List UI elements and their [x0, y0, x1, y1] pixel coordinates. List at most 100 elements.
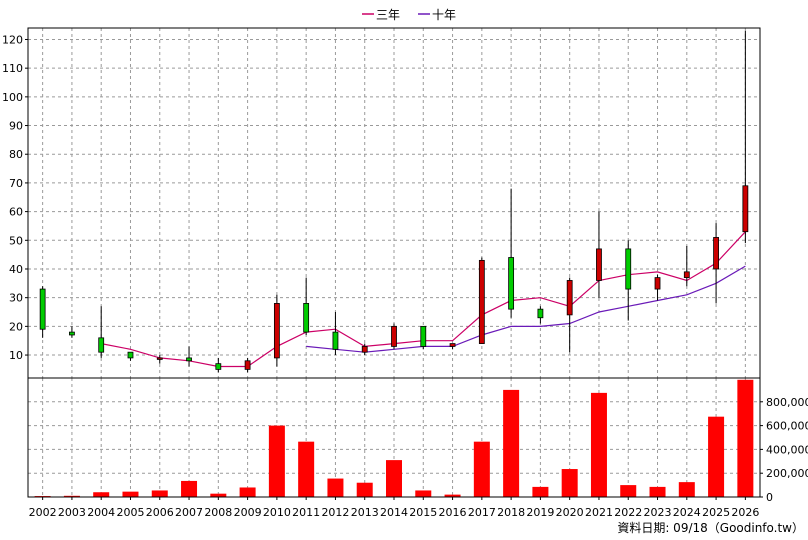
candle-2022	[625, 240, 632, 321]
volume-bar-2017	[473, 441, 490, 497]
year-label-2009: 2009	[234, 506, 262, 519]
volume-bar-2024	[678, 482, 695, 497]
year-label-2017: 2017	[468, 506, 496, 519]
year-label-2013: 2013	[351, 506, 379, 519]
candle-body-2016	[449, 343, 456, 347]
candle-body-2014	[391, 325, 397, 347]
year-label-2012: 2012	[321, 506, 349, 519]
year-label-2006: 2006	[146, 506, 174, 519]
candle-2014	[391, 323, 397, 350]
year-label-2011: 2011	[292, 506, 320, 519]
year-label-2022: 2022	[614, 506, 642, 519]
year-label-2023: 2023	[644, 506, 672, 519]
candle-2019	[537, 306, 544, 324]
year-label-2018: 2018	[497, 506, 525, 519]
price-tick-label-5: 60	[9, 206, 23, 219]
candle-body-2024	[683, 271, 690, 278]
volume-bar-2010	[268, 425, 285, 497]
year-label-2016: 2016	[439, 506, 467, 519]
price-tick-label-6: 70	[9, 177, 23, 190]
price-tick-label-8: 90	[9, 120, 23, 133]
year-label-2003: 2003	[58, 506, 86, 519]
candle-body-2004	[98, 337, 105, 353]
year-label-2015: 2015	[409, 506, 437, 519]
footer-source: 資料日期: 09/18（Goodinfo.tw）	[617, 521, 804, 535]
volume-bar-2021	[590, 392, 607, 497]
candle-2024	[683, 246, 690, 287]
candlesticks	[39, 30, 749, 373]
candle-2023	[654, 274, 661, 301]
candle-2002	[39, 286, 46, 338]
volume-axis-ticks: 0 200,000 400,000 600,000 800,000	[760, 396, 808, 504]
volume-bar-2022	[620, 485, 637, 497]
candle-body-2003	[69, 331, 75, 336]
volume-bar-2011	[298, 441, 315, 497]
candle-body-2022	[625, 248, 632, 290]
candle-body-2018	[508, 257, 515, 310]
price-axis-ticks: 10 20 30 40 50 60 70 80 90 100 110 120	[2, 33, 28, 362]
year-label-2007: 2007	[175, 506, 203, 519]
year-label-2014: 2014	[380, 506, 408, 519]
candle-2010	[273, 294, 280, 367]
volume-tick-label-0: 0	[766, 491, 773, 504]
year-label-2020: 2020	[556, 506, 584, 519]
candle-body-2008	[215, 363, 222, 370]
candle-body-2026	[742, 185, 749, 233]
year-label-2026: 2026	[731, 506, 759, 519]
price-tick-label-9: 100	[2, 91, 23, 104]
volume-bar-2023	[649, 486, 666, 497]
year-label-2004: 2004	[87, 506, 115, 519]
candle-body-2002	[39, 288, 46, 330]
volume-bar-2005	[122, 491, 139, 497]
candle-body-2023	[654, 277, 661, 290]
candle-2017	[478, 257, 485, 344]
price-tick-label-2: 30	[9, 292, 23, 305]
candle-2015	[420, 325, 427, 350]
candle-body-2021	[596, 248, 602, 281]
volume-tick-label-3: 600,000	[766, 420, 808, 433]
volume-bar-2016	[444, 494, 461, 497]
candle-2007	[186, 346, 192, 367]
volume-bar-2013	[356, 482, 373, 497]
candle-2020	[566, 277, 573, 353]
candle-body-2006	[156, 357, 163, 360]
volume-bar-2019	[532, 486, 549, 497]
year-label-2024: 2024	[673, 506, 701, 519]
candle-2011	[303, 277, 310, 335]
candle-body-2012	[332, 331, 339, 350]
price-tick-label-7: 80	[9, 148, 23, 161]
price-tick-label-3: 40	[9, 263, 23, 276]
year-label-2002: 2002	[29, 506, 57, 519]
candle-body-2019	[537, 308, 544, 319]
candle-2021	[596, 211, 602, 298]
candle-body-2013	[361, 346, 368, 353]
year-label-2010: 2010	[263, 506, 291, 519]
volume-bar-2008	[210, 493, 227, 497]
volume-bar-2014	[386, 460, 402, 497]
candle-2025	[713, 223, 719, 304]
candle-2013	[361, 343, 368, 356]
year-label-2019: 2019	[526, 506, 554, 519]
volume-bar-2007	[181, 480, 198, 497]
candle-2008	[215, 357, 222, 373]
candle-body-2007	[186, 357, 192, 362]
volume-bar-2004	[93, 492, 110, 497]
volume-tick-label-1: 200,000	[766, 467, 808, 480]
volume-bar-2018	[503, 389, 520, 497]
candle-2003	[69, 326, 75, 338]
candle-2009	[244, 357, 251, 373]
candle-body-2009	[244, 360, 251, 370]
candle-2005	[127, 351, 134, 361]
candle-2016	[449, 343, 456, 350]
candle-2018	[508, 188, 515, 318]
volume-bar-2009	[239, 487, 256, 497]
volume-bar-2012	[327, 478, 344, 497]
price-grid	[28, 28, 760, 378]
candle-body-2015	[420, 325, 427, 347]
price-tick-label-10: 110	[2, 62, 23, 75]
volume-tick-label-2: 400,000	[766, 443, 808, 456]
volume-bars	[34, 379, 754, 497]
volume-bar-2015	[415, 490, 432, 497]
volume-bar-2026	[737, 379, 754, 497]
